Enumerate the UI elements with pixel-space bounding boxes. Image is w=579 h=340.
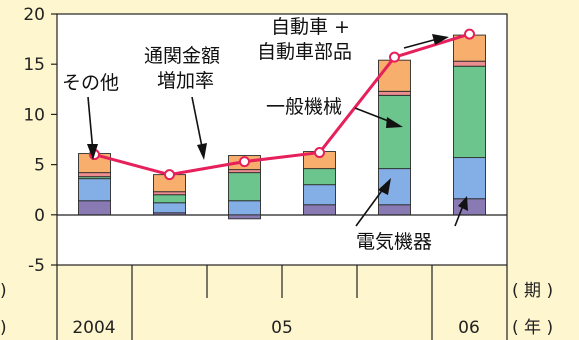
bar-segment-residual xyxy=(378,204,411,216)
growth-rate-line xyxy=(94,32,470,177)
bar-segment-electrical xyxy=(303,184,336,206)
annotation-arrow xyxy=(191,96,204,153)
annotation-growth-line-2: 増加率 xyxy=(157,70,214,92)
left-cut-label: ) xyxy=(0,318,7,338)
bar-segment-auto-parts xyxy=(153,191,186,196)
y-tick-label: 5 xyxy=(34,156,45,176)
bar-segment-auto-parts xyxy=(228,169,261,174)
growth-rate-point xyxy=(464,28,475,40)
annotation-arrowhead xyxy=(386,117,403,128)
bar-segment-residual xyxy=(78,200,111,216)
quarter-axis-unit: ( 期 ) xyxy=(512,281,553,301)
annotation-electrical: 電気機器 xyxy=(356,231,432,253)
bar-segment-general-machinery xyxy=(378,94,411,170)
annotation-arrow xyxy=(355,184,387,227)
y-tick-label: 10 xyxy=(23,105,45,125)
bar-segment-residual xyxy=(303,204,336,216)
year-axis-unit: ( 年 ) xyxy=(512,318,553,338)
bar-segment-electrical xyxy=(453,157,486,200)
bar-segment-general-machinery xyxy=(228,172,261,202)
annotation-growth-line-1: 通関金額 xyxy=(144,45,220,67)
bar-segment-other xyxy=(378,59,411,92)
bar-segment-general-machinery xyxy=(453,65,486,159)
left-cut-label: ) xyxy=(0,281,7,301)
y-tick-label: 0 xyxy=(34,206,45,226)
y-tick-label: 15 xyxy=(23,55,45,75)
y-tick-label: 20 xyxy=(23,5,45,25)
bar-segment-residual xyxy=(228,214,261,220)
y-tick-label: -5 xyxy=(28,256,45,276)
year-label-2004: 2004 xyxy=(72,318,115,338)
growth-rate-point xyxy=(239,156,250,168)
plot-area xyxy=(56,13,508,266)
growth-rate-point xyxy=(389,51,400,63)
annotation-arrowhead xyxy=(432,34,449,45)
year-label-05: 05 xyxy=(271,318,293,338)
bar-segment-auto-parts xyxy=(453,60,486,67)
bar-segment-electrical xyxy=(153,202,186,214)
y-axis: 20 15 10 5 0 -5 xyxy=(23,5,57,276)
annotation-arrowhead xyxy=(378,178,391,195)
annotation-arrowhead xyxy=(197,143,207,160)
annotation-auto-1: 自動車 + xyxy=(271,16,350,38)
year-label-06: 06 xyxy=(458,318,480,338)
annotations: その他 通関金額 増加率 自動車 + 自動車部品 一般機械 電気機器 xyxy=(62,16,468,253)
annotation-arrowhead xyxy=(458,196,468,211)
bar-segment-electrical xyxy=(78,178,111,202)
bar-segment-auto-parts xyxy=(378,90,411,96)
bar-segment-general-machinery xyxy=(153,194,186,204)
annotation-general-machinery: 一般機械 xyxy=(266,96,342,118)
annotation-arrow xyxy=(87,96,94,153)
category-axis: 2004 05 06 ( 期 ) ( 年 ) ) ) xyxy=(0,265,553,340)
annotation-auto-2: 自動車部品 xyxy=(257,41,352,63)
bar-segment-other xyxy=(453,34,486,62)
bar-segment-auto-parts xyxy=(78,172,111,178)
bar-segment-general-machinery xyxy=(303,168,336,186)
bar-segment-residual xyxy=(453,198,486,216)
growth-rate-point xyxy=(164,169,175,181)
bar-segment-electrical xyxy=(228,200,261,216)
growth-rate-point xyxy=(314,147,325,159)
annotation-other: その他 xyxy=(62,72,119,94)
annotation-arrowhead xyxy=(87,144,98,160)
growth-line-series xyxy=(89,28,475,181)
